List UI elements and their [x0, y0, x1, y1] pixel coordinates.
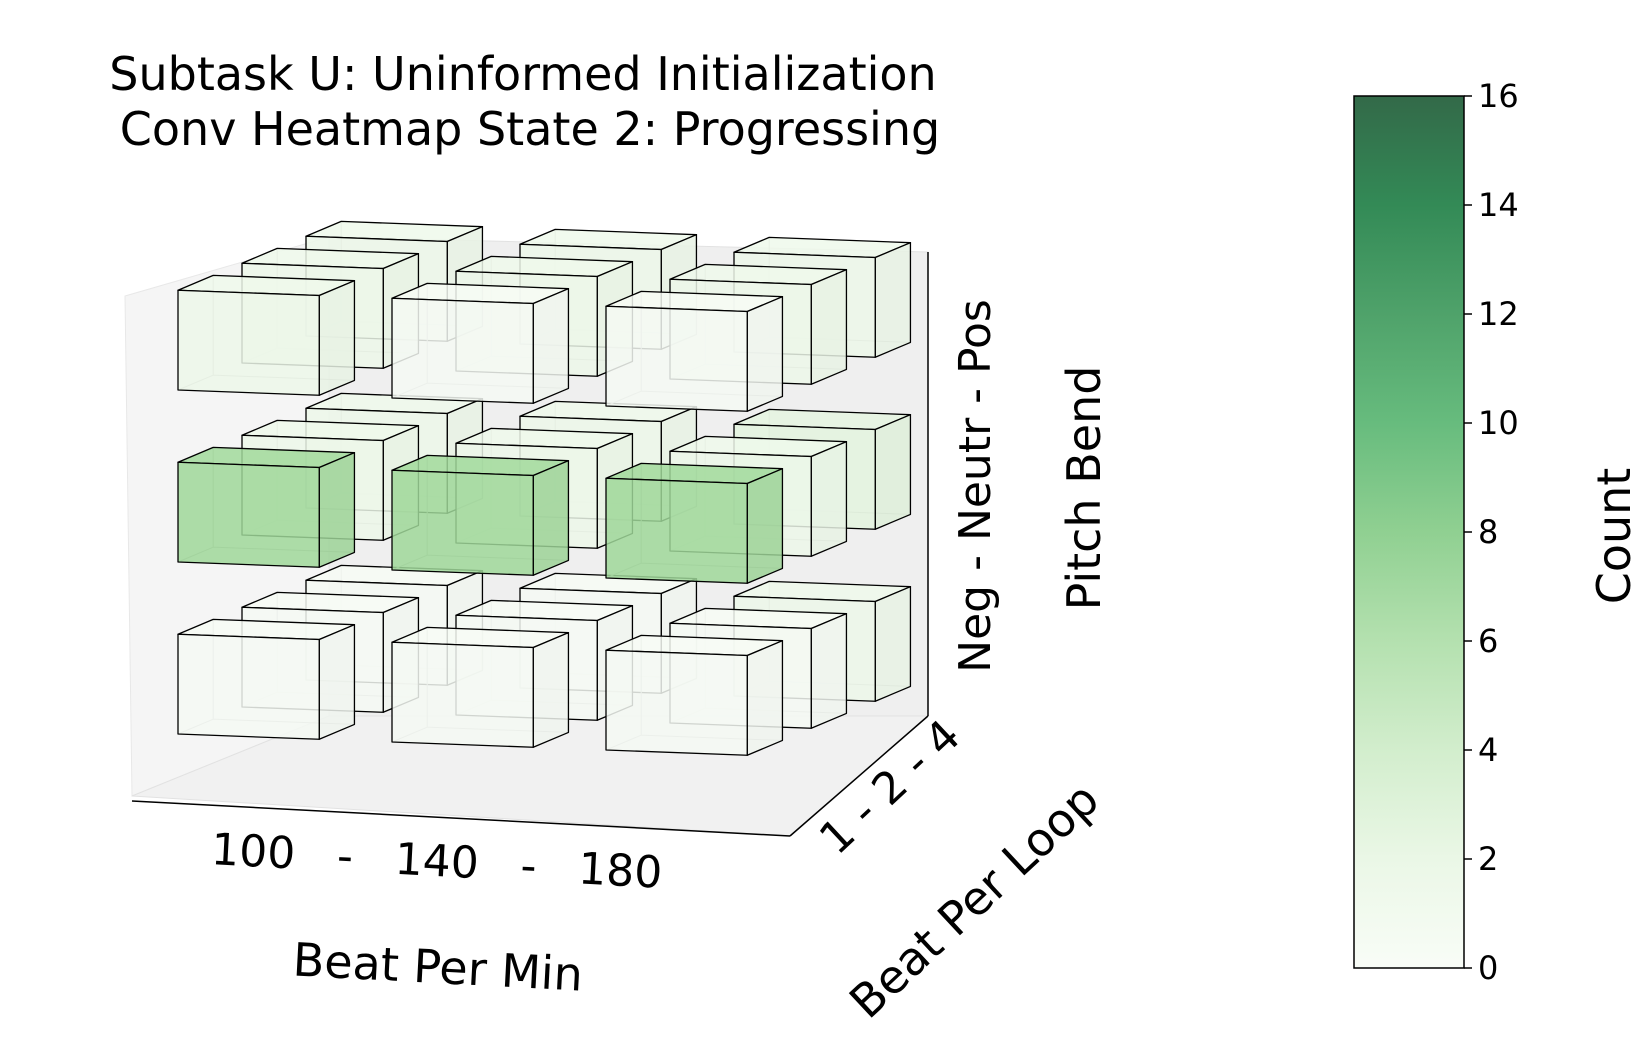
cube-side-face [874, 414, 912, 530]
cube-side-face [318, 624, 356, 740]
cube-front-face [605, 305, 748, 412]
cube-side-face [810, 269, 848, 385]
cube-cells [177, 220, 912, 756]
colorbar-tick-label: 6 [1478, 622, 1498, 660]
cube-side-face [318, 280, 356, 396]
cube-140-1-neutr [391, 454, 570, 576]
colorbar-tick-label: 14 [1478, 186, 1519, 224]
cube-side-face [746, 640, 784, 756]
colorbar-label: Count [1587, 468, 1636, 605]
cube-140-1-pos [391, 282, 570, 404]
x-axis-line [131, 800, 791, 837]
colorbar-ticks: 0 2 4 6 8 10 12 14 16 [1464, 77, 1519, 987]
cube-100-1-neutr [177, 446, 356, 568]
cube-side-face [810, 613, 848, 729]
x-tick-labels: 100 - 140 - 180 [210, 824, 664, 899]
z-axis-label: Pitch Bend [1057, 366, 1111, 611]
cube-front-face [391, 641, 534, 748]
cube-180-1-neg [605, 634, 784, 756]
x-axis-label: Beat Per Min [291, 932, 584, 1001]
cube-100-1-pos [177, 274, 356, 396]
colorbar-tick-label: 12 [1478, 295, 1519, 333]
colorbar-tick-label: 8 [1478, 513, 1498, 551]
cube-side-face [810, 441, 848, 557]
cube-side-face [874, 242, 912, 358]
cube-side-face [874, 586, 912, 702]
colorbar-tick-label: 10 [1478, 404, 1519, 442]
cube-front-face [391, 297, 534, 404]
cube-side-face [746, 296, 784, 412]
colorbar-tick-label: 4 [1478, 731, 1498, 769]
colorbar-tick-label: 16 [1478, 77, 1519, 115]
cube-front-face [177, 289, 320, 396]
cube-side-face [532, 632, 570, 748]
chart-title-line-2: Conv Heatmap State 2: Progressing [120, 102, 940, 156]
cube-front-face [391, 469, 534, 576]
cube-front-face [605, 477, 748, 584]
cube-100-1-neg [177, 618, 356, 740]
cube-180-1-pos [605, 290, 784, 412]
colorbar-tick-label: 2 [1478, 840, 1498, 878]
cube-front-face [177, 633, 320, 740]
cube-side-face [532, 288, 570, 404]
cube-140-1-neg [391, 626, 570, 748]
z-tick-labels: Neg - Neutr - Pos [950, 299, 1001, 673]
colorbar [1353, 95, 1465, 969]
y-axis-line [789, 715, 929, 837]
chart-title-line-1: Subtask U: Uninformed Initialization [109, 47, 936, 101]
cube-side-face [746, 468, 784, 584]
cube-side-face [318, 452, 356, 568]
colorbar-tick-label: 0 [1478, 949, 1498, 987]
cube-front-face [177, 461, 320, 568]
cube-front-face [605, 649, 748, 756]
cube-180-1-neutr [605, 462, 784, 584]
cube-side-face [532, 460, 570, 576]
